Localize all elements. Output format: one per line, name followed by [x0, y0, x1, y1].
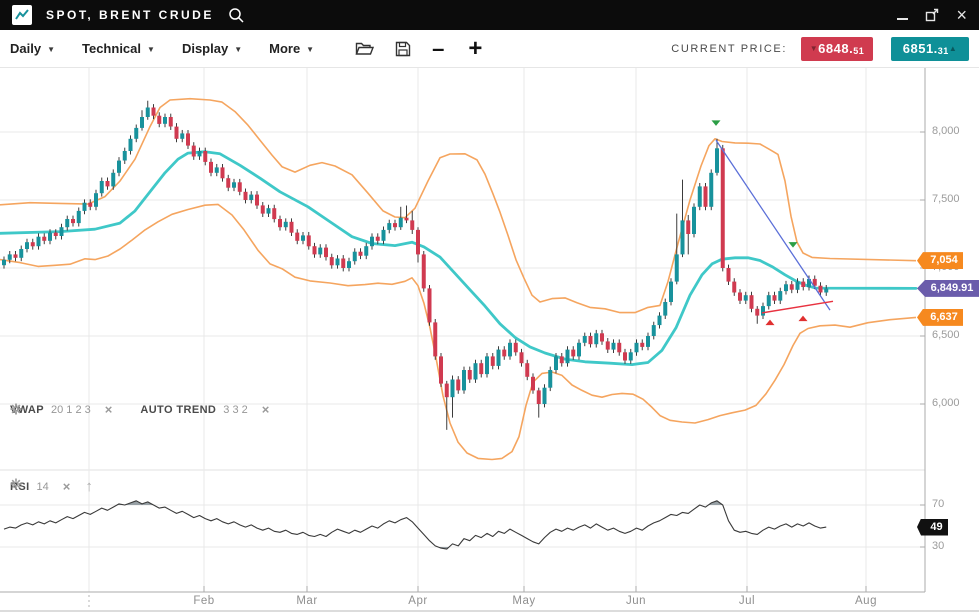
menu-daily[interactable]: Daily ▼ — [10, 41, 55, 56]
autotrend-legend-params: 3 3 2 — [223, 403, 248, 416]
auto-trend-lines — [711, 120, 834, 326]
arrow-down-icon: ▼ — [809, 44, 819, 53]
chevron-down-icon: ▼ — [147, 45, 155, 54]
menu-display-label: Display — [181, 41, 229, 56]
lower-band-price-tag: 6,637 — [917, 308, 963, 326]
window-bottom-edge — [0, 610, 979, 612]
pivot-low-marker — [765, 319, 775, 326]
price-axis-label: 8,000 — [932, 125, 960, 137]
rsi-pane — [3, 500, 827, 550]
close-icon[interactable]: × — [956, 5, 967, 25]
month-label: Feb — [193, 595, 215, 607]
window-controls: × — [897, 6, 967, 24]
autotrend-legend-name: AUTO TREND — [140, 403, 217, 416]
vwap-legend-params: 20 1 2 3 — [51, 403, 91, 416]
current-price-label: CURRENT PRICE: — [671, 42, 787, 55]
pivot-low-marker — [798, 315, 808, 322]
candles — [2, 100, 829, 430]
pane-move-up-icon[interactable]: ↑ — [85, 478, 93, 495]
menu-technical[interactable]: Technical ▼ — [82, 41, 155, 56]
rsi-axis-label: 30 — [932, 540, 945, 552]
rsi-axis-label: 70 — [932, 498, 945, 510]
menu-display[interactable]: Display ▼ — [182, 41, 242, 56]
chevron-down-icon: ▼ — [234, 45, 243, 54]
autotrend-close-icon[interactable]: × — [261, 402, 270, 417]
chevron-down-icon: ▼ — [47, 45, 55, 54]
month-label: Jul — [738, 595, 756, 607]
bollinger-lower-line — [0, 203, 917, 461]
month-label: Mar — [296, 595, 318, 607]
rsi-value-tag: 49 — [917, 518, 948, 536]
rsi-legend-params: 14 — [36, 480, 49, 493]
trend-line-down — [715, 139, 831, 311]
rsi-close-icon[interactable]: × — [62, 479, 71, 494]
chevron-down-icon: ▼ — [306, 45, 315, 54]
toolbar: Daily ▼ Technical ▼ Display ▼ More ▼ – + — [0, 30, 979, 68]
band-and-vwap-lines — [0, 97, 918, 461]
vwap-close-icon[interactable]: × — [104, 402, 113, 417]
month-label: May — [512, 595, 536, 607]
rsi-legend-row: RSI 14 × ↑ — [10, 478, 93, 495]
menu-more[interactable]: More ▼ — [269, 41, 314, 56]
upper-band-price-tag: 7,054 — [917, 252, 963, 270]
rsi-line — [3, 500, 827, 550]
axes — [0, 68, 926, 610]
symbol-title: SPOT, BRENT CRUDE — [46, 8, 214, 22]
overlay-legend-row: VWAP 20 1 2 3 × AUTO TREND 3 3 2 × — [10, 403, 269, 416]
arrow-up-icon: ▲ — [948, 44, 958, 53]
minimize-icon[interactable] — [897, 10, 909, 20]
pivot-high-marker — [711, 120, 721, 126]
menu-technical-label: Technical — [82, 41, 142, 56]
price-axis-label: 6,500 — [932, 329, 960, 341]
app-logo-icon — [12, 5, 32, 25]
restore-icon[interactable] — [925, 8, 939, 22]
open-folder-icon[interactable] — [355, 41, 375, 56]
chart-canvas[interactable]: 8,000 7,500 7,000 6,500 6,000 70 30 Feb … — [0, 68, 979, 612]
pivot-high-marker — [788, 242, 798, 248]
bid-price-badge: ▼ 6848. 51 — [801, 36, 873, 61]
menu-more-label: More — [269, 41, 301, 56]
menu-daily-label: Daily — [10, 41, 42, 56]
price-chart-svg[interactable] — [0, 68, 979, 612]
month-label: Aug — [855, 595, 877, 607]
vwap-price-tag: 6,849.91 — [917, 279, 979, 297]
save-icon[interactable] — [395, 41, 411, 57]
search-icon[interactable] — [228, 7, 245, 24]
price-axis-label: 7,500 — [932, 193, 960, 205]
gridlines — [0, 68, 925, 592]
trend-line-support — [761, 300, 834, 314]
ask-price-badge: 6851. 31 ▲ — [891, 36, 969, 61]
bollinger-upper-line — [0, 97, 917, 314]
month-label: Jun — [625, 595, 647, 607]
zoom-in-button[interactable]: + — [468, 34, 483, 62]
month-label: Apr — [408, 595, 428, 607]
vwap-line — [0, 150, 918, 367]
price-axis-label: 6,000 — [932, 397, 960, 409]
zoom-out-button[interactable]: – — [432, 35, 445, 61]
titlebar: SPOT, BRENT CRUDE × — [0, 0, 979, 30]
